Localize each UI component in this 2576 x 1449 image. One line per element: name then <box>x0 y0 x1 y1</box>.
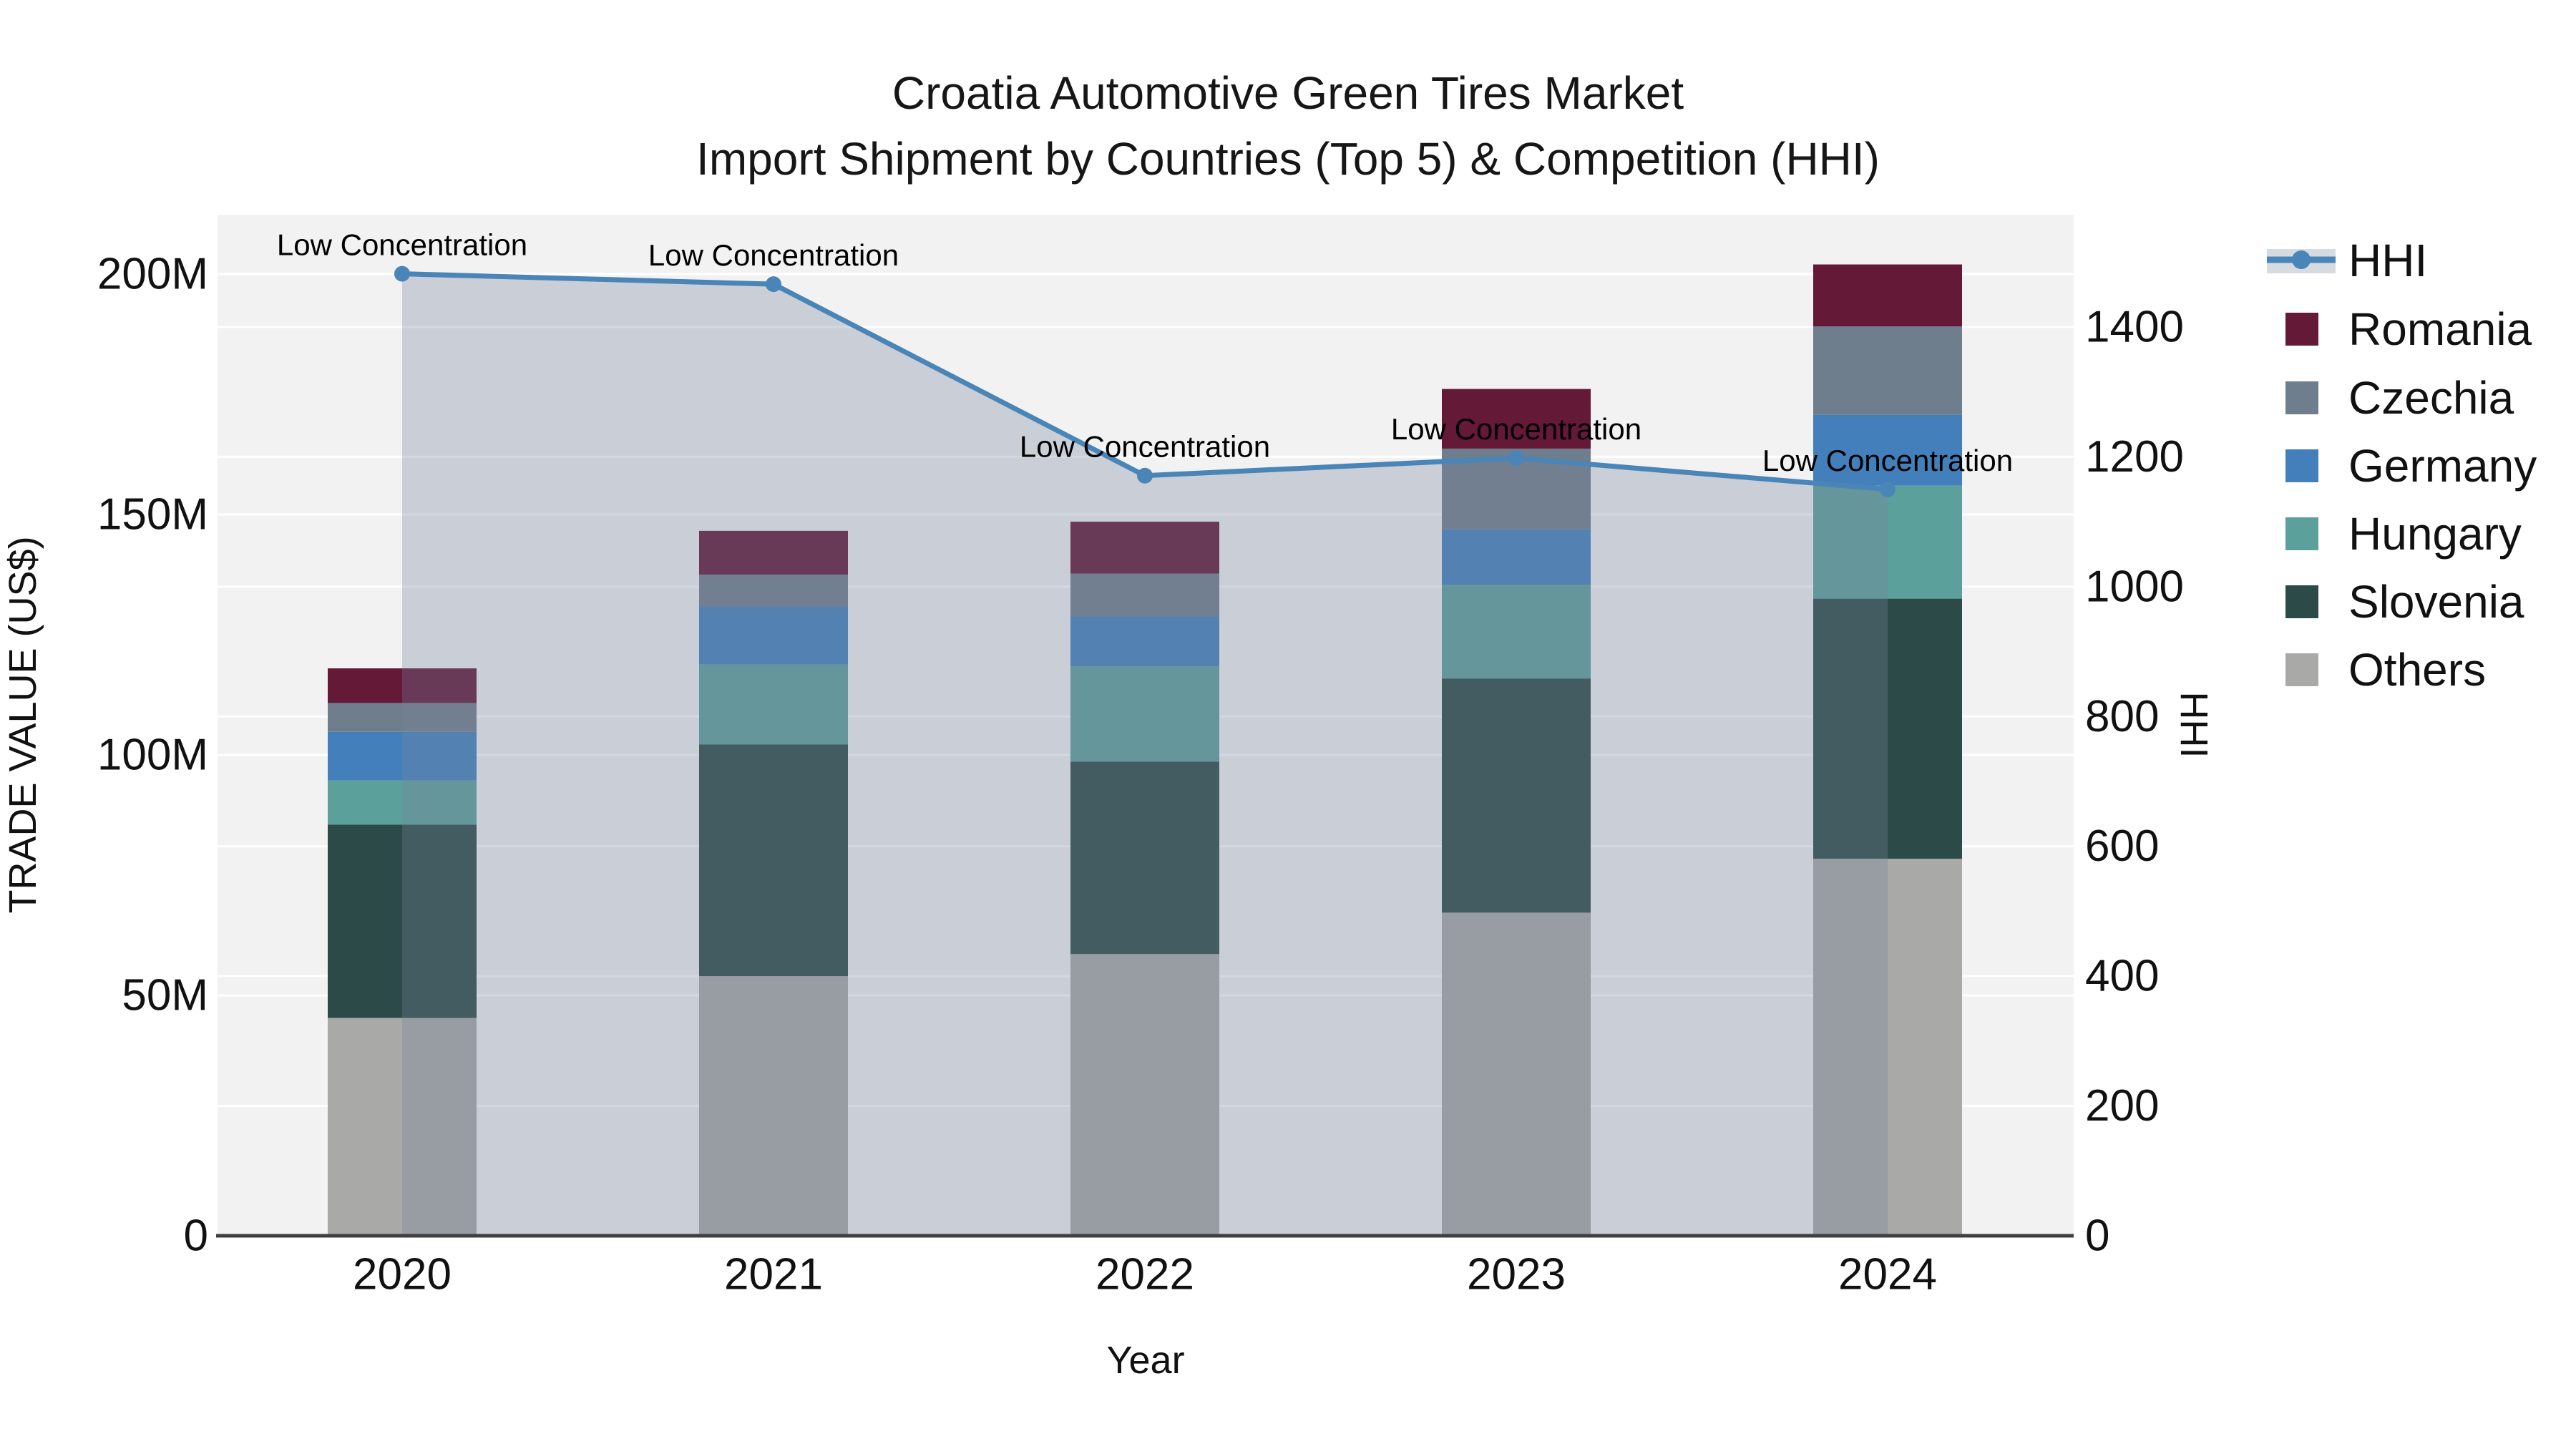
annotation-low-concentration-2020: Low Concentration <box>277 228 527 262</box>
bar-segment-hungary-2023[interactable] <box>1442 585 1591 679</box>
slovenia-swatch-icon <box>2285 585 2318 618</box>
y-left-tick-100M: 100M <box>97 731 208 780</box>
bar-segment-romania-2023[interactable] <box>1442 389 1591 449</box>
y-axis-left-ticks: 0 50M 100M 150M 200M <box>97 250 208 1261</box>
y-right-tick-200: 200 <box>2085 1081 2159 1131</box>
bar-segment-slovenia-2020[interactable] <box>328 824 477 1018</box>
y-axis-left-title: TRADE VALUE (US$) <box>1 536 44 913</box>
bar-segment-germany-2023[interactable] <box>1442 529 1591 585</box>
legend-item-others[interactable]: Others <box>2285 644 2486 696</box>
hhi-line-overlay <box>394 265 1896 1236</box>
legend-label-others: Others <box>2348 644 2486 696</box>
hhi-area-fill <box>402 273 1888 1236</box>
legend-label-germany: Germany <box>2348 440 2537 492</box>
y-left-tick-50M: 50M <box>122 971 208 1020</box>
y-right-tick-600: 600 <box>2085 821 2159 871</box>
legend-item-hungary[interactable]: Hungary <box>2285 508 2522 560</box>
bar-segment-czechia-2020[interactable] <box>328 703 477 732</box>
y-right-tick-800: 800 <box>2085 692 2159 741</box>
romania-swatch-icon <box>2285 313 2318 346</box>
y-left-tick-150M: 150M <box>97 490 208 540</box>
bar-segment-hungary-2020[interactable] <box>328 780 477 825</box>
bar-segment-romania-2021[interactable] <box>699 530 848 575</box>
bar-segment-czechia-2022[interactable] <box>1070 573 1219 617</box>
legend-item-czechia[interactable]: Czechia <box>2285 372 2514 424</box>
bar-segment-others-2021[interactable] <box>699 976 848 1236</box>
bar-segment-others-2023[interactable] <box>1442 912 1591 1236</box>
x-axis-ticks: 2020 2021 2022 2023 2024 <box>353 1250 1937 1299</box>
chart-title-line2: Import Shipment by Countries (Top 5) & C… <box>696 133 1880 185</box>
hhi-point-2021[interactable] <box>766 276 781 293</box>
y-axis-right-ticks: 0 200 400 600 800 1000 1200 1400 <box>2085 303 2184 1261</box>
legend-item-hhi[interactable]: HHI <box>2267 235 2427 286</box>
hhi-point-2022[interactable] <box>1137 467 1153 484</box>
point-annotations: Low Concentration Low Concentration Low Co… <box>277 228 2013 477</box>
legend-item-romania[interactable]: Romania <box>2285 303 2532 355</box>
x-tick-2022: 2022 <box>1096 1250 1194 1299</box>
others-swatch-icon <box>2285 653 2318 686</box>
x-tick-2021: 2021 <box>724 1250 823 1299</box>
y-left-tick-0: 0 <box>184 1211 208 1261</box>
bar-segment-others-2022[interactable] <box>1070 954 1219 1236</box>
bar-segment-romania-2020[interactable] <box>328 668 477 703</box>
bar-segment-slovenia-2021[interactable] <box>699 744 848 977</box>
x-tick-2024: 2024 <box>1838 1250 1937 1299</box>
bar-segment-germany-2022[interactable] <box>1070 616 1219 667</box>
y-axis-right-title: HHI <box>2172 692 2215 758</box>
bar-segment-romania-2024[interactable] <box>1813 264 1962 327</box>
annotation-low-concentration-2023: Low Concentration <box>1391 412 1641 446</box>
legend-item-slovenia[interactable]: Slovenia <box>2285 576 2524 628</box>
y-right-tick-1400: 1400 <box>2085 303 2184 352</box>
bar-segment-hungary-2021[interactable] <box>699 664 848 745</box>
bar-segment-germany-2020[interactable] <box>328 731 477 781</box>
hhi-marker-swatch-icon <box>2292 250 2311 269</box>
legend: HHI Romania Czechia Germany Hungary Slov… <box>2267 235 2537 696</box>
y-right-tick-400: 400 <box>2085 952 2159 1001</box>
x-axis-title: Year <box>1106 1339 1184 1382</box>
bar-segment-germany-2024[interactable] <box>1813 414 1962 486</box>
bar-segment-romania-2022[interactable] <box>1070 522 1219 574</box>
bar-segment-hungary-2024[interactable] <box>1813 485 1962 599</box>
annotation-low-concentration-2024: Low Concentration <box>1762 444 2013 477</box>
y-left-tick-200M: 200M <box>97 250 208 299</box>
bar-segment-slovenia-2024[interactable] <box>1813 598 1962 859</box>
bar-segment-germany-2021[interactable] <box>699 607 848 665</box>
y-right-tick-1200: 1200 <box>2085 432 2184 482</box>
bar-segment-others-2020[interactable] <box>328 1018 477 1236</box>
legend-label-romania: Romania <box>2348 303 2532 355</box>
legend-label-czechia: Czechia <box>2348 372 2514 424</box>
bar-segment-others-2024[interactable] <box>1813 859 1962 1236</box>
legend-label-hhi: HHI <box>2348 235 2427 286</box>
hungary-swatch-icon <box>2285 517 2318 550</box>
bar-segment-hungary-2022[interactable] <box>1070 666 1219 762</box>
germany-swatch-icon <box>2285 449 2318 482</box>
czechia-swatch-icon <box>2285 381 2318 414</box>
bar-segment-czechia-2024[interactable] <box>1813 326 1962 415</box>
bar-segment-czechia-2021[interactable] <box>699 575 848 608</box>
chart-title-line1: Croatia Automotive Green Tires Market <box>892 67 1684 119</box>
annotation-low-concentration-2022: Low Concentration <box>1020 430 1270 464</box>
x-tick-2020: 2020 <box>353 1250 452 1299</box>
y-right-tick-0: 0 <box>2085 1211 2109 1261</box>
x-tick-2023: 2023 <box>1467 1250 1566 1299</box>
y-right-tick-1000: 1000 <box>2085 562 2184 611</box>
legend-label-hungary: Hungary <box>2348 508 2522 560</box>
bar-segment-slovenia-2022[interactable] <box>1070 761 1219 955</box>
hhi-point-2023[interactable] <box>1508 450 1524 467</box>
hhi-point-2020[interactable] <box>394 265 410 282</box>
legend-label-slovenia: Slovenia <box>2348 576 2524 628</box>
bar-segment-slovenia-2023[interactable] <box>1442 678 1591 913</box>
legend-item-germany[interactable]: Germany <box>2285 440 2537 492</box>
stacked-bars <box>328 264 1962 1236</box>
hhi-point-2024[interactable] <box>1880 481 1896 497</box>
annotation-low-concentration-2021: Low Concentration <box>648 238 899 272</box>
